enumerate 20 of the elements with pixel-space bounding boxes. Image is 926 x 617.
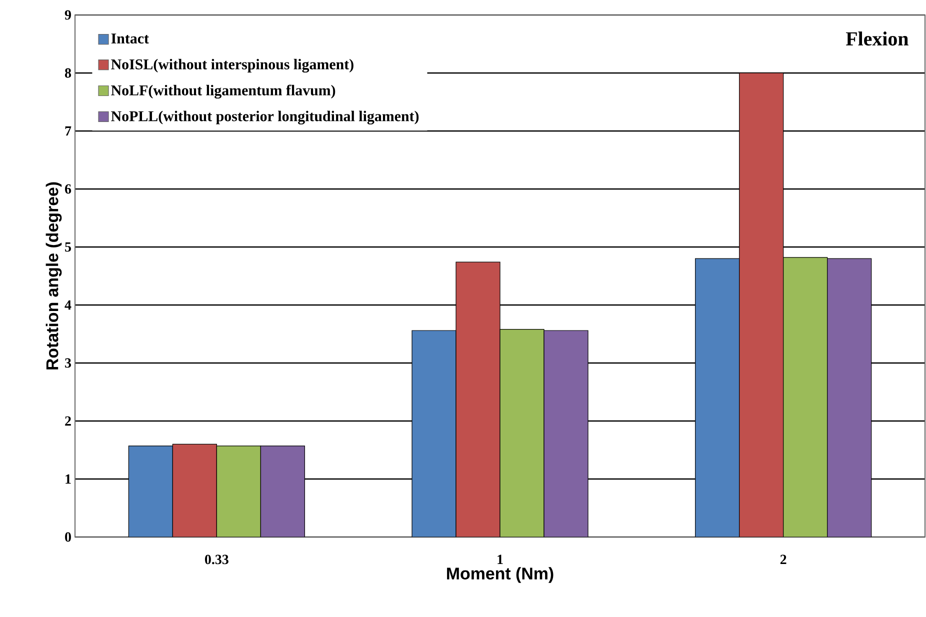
y-tick-label: 0 bbox=[65, 532, 71, 542]
y-tick-label: 5 bbox=[65, 242, 71, 252]
x-tick-label: 0.33 bbox=[205, 554, 228, 564]
y-tick-label: 3 bbox=[65, 358, 72, 368]
x-axis-title: Moment (Nm) bbox=[447, 567, 554, 583]
x-tick-label: 1 bbox=[498, 554, 503, 564]
legend-label: Intact bbox=[111, 34, 149, 44]
y-axis-title: Rotation angle (degree) bbox=[46, 182, 62, 370]
y-tick-label: 7 bbox=[65, 126, 72, 136]
y-tick-label: 4 bbox=[64, 300, 72, 310]
y-tick-label: 2 bbox=[65, 416, 71, 426]
y-tick-label: 8 bbox=[64, 68, 72, 78]
y-tick-label: 6 bbox=[65, 184, 72, 194]
y-tick-label: 1 bbox=[66, 474, 71, 484]
x-tick-label: 2 bbox=[780, 554, 786, 564]
legend-label: NoISL(without interspinous ligament) bbox=[111, 58, 354, 73]
legend-label: NoLF(without ligamentum flavum) bbox=[111, 84, 336, 99]
text: Flexion bbox=[846, 32, 908, 46]
y-tick-label: 9 bbox=[64, 10, 71, 20]
legend-label: NoPLL(without posterior longitudinal ligament) bbox=[111, 110, 419, 124]
